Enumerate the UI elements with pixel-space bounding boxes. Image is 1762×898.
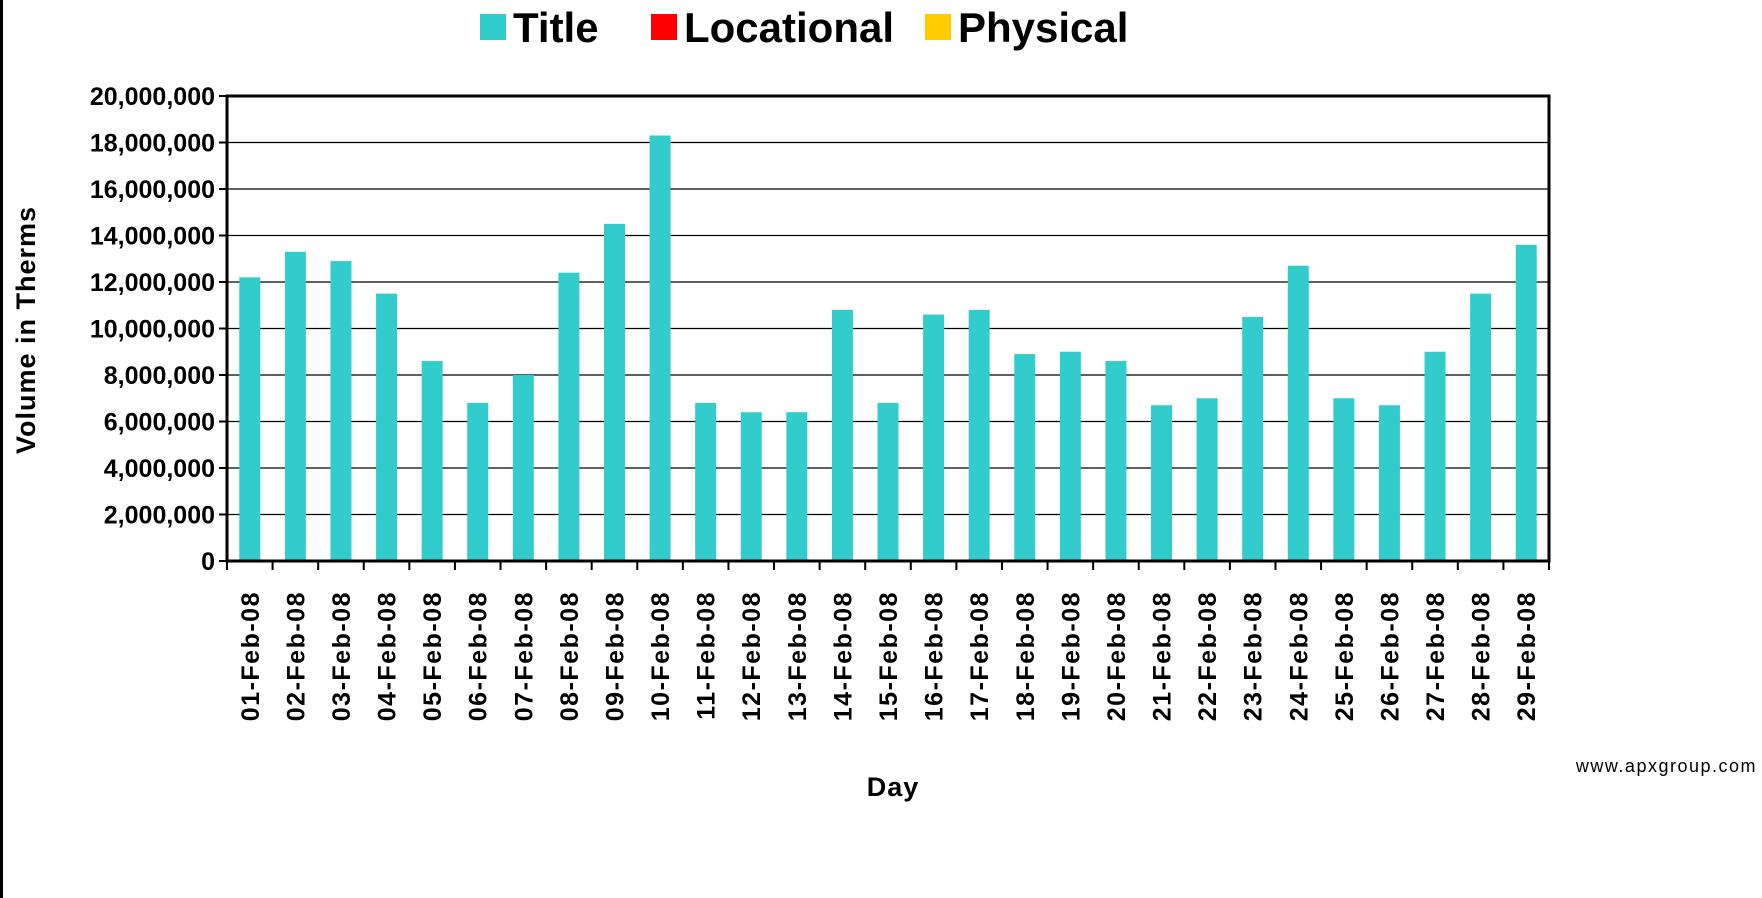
legend-label-title: Title xyxy=(513,4,599,51)
bar-14-Feb-08 xyxy=(831,309,853,561)
bar-08-Feb-08 xyxy=(558,272,580,561)
x-tick-label: 29-Feb-08 xyxy=(1513,591,1541,721)
bar-22-Feb-08 xyxy=(1196,398,1218,561)
bar-02-Feb-08 xyxy=(284,251,306,561)
bar-16-Feb-08 xyxy=(923,314,945,561)
legend-swatch-title xyxy=(480,14,506,40)
x-tick-label: 09-Feb-08 xyxy=(601,591,629,721)
bar-25-Feb-08 xyxy=(1333,398,1355,561)
x-tick-label: 06-Feb-08 xyxy=(465,591,493,721)
y-tick-label: 10,000,000 xyxy=(90,316,215,344)
y-tick-label: 8,000,000 xyxy=(104,362,215,390)
x-tick-label: 20-Feb-08 xyxy=(1103,591,1131,721)
x-tick-label: 03-Feb-08 xyxy=(328,591,356,721)
axes xyxy=(219,94,1551,570)
bar-23-Feb-08 xyxy=(1242,316,1264,561)
x-tick-label: 12-Feb-08 xyxy=(738,591,766,721)
y-tick-label: 2,000,000 xyxy=(104,502,215,530)
y-tick-label: 0 xyxy=(201,548,215,576)
x-tick-label: 25-Feb-08 xyxy=(1331,591,1359,721)
bar-09-Feb-08 xyxy=(603,223,625,561)
x-tick-label: 17-Feb-08 xyxy=(966,591,994,721)
bar-10-Feb-08 xyxy=(649,135,671,561)
y-tick-labels: 0 2,000,000 4,000,000 6,000,000 8,000,000 10,… xyxy=(90,83,215,576)
y-tick-label: 16,000,000 xyxy=(90,176,215,204)
x-tick-label: 14-Feb-08 xyxy=(829,591,857,721)
x-tick-label: 19-Feb-08 xyxy=(1057,591,1085,721)
legend-label-locational: Locational xyxy=(684,4,894,51)
x-tick-label: 02-Feb-08 xyxy=(282,591,310,721)
y-tick-label: 14,000,000 xyxy=(90,223,215,251)
x-tick-label: 23-Feb-08 xyxy=(1240,591,1268,721)
bar-15-Feb-08 xyxy=(877,402,899,561)
bar-28-Feb-08 xyxy=(1470,293,1492,561)
x-tick-label: 08-Feb-08 xyxy=(556,591,584,721)
bar-18-Feb-08 xyxy=(1014,354,1036,561)
bar-21-Feb-08 xyxy=(1151,405,1173,561)
x-tick-label: 22-Feb-08 xyxy=(1194,591,1222,721)
x-tick-label: 04-Feb-08 xyxy=(374,591,402,721)
y-tick-label: 4,000,000 xyxy=(104,455,215,483)
legend-label-physical: Physical xyxy=(958,4,1128,51)
bar-17-Feb-08 xyxy=(968,309,990,561)
x-tick-label: 21-Feb-08 xyxy=(1149,591,1177,721)
x-tick-label: 28-Feb-08 xyxy=(1468,591,1496,721)
bar-05-Feb-08 xyxy=(421,361,443,561)
bar-27-Feb-08 xyxy=(1424,351,1446,561)
bar-13-Feb-08 xyxy=(786,412,808,561)
x-tick-label: 05-Feb-08 xyxy=(419,591,447,721)
y-tick-label: 6,000,000 xyxy=(104,409,215,437)
bar-06-Feb-08 xyxy=(467,402,489,561)
bar-12-Feb-08 xyxy=(740,412,762,561)
x-tick-label: 07-Feb-08 xyxy=(510,591,538,721)
bar-20-Feb-08 xyxy=(1105,361,1127,561)
legend-swatch-locational xyxy=(651,14,677,40)
bar-03-Feb-08 xyxy=(330,261,352,561)
x-tick-label: 11-Feb-08 xyxy=(693,591,721,720)
x-tick-labels: 01-Feb-08 02-Feb-08 03-Feb-08 04-Feb-08 05-F… xyxy=(237,591,1541,721)
bar-29-Feb-08 xyxy=(1515,244,1537,562)
legend-swatch-physical xyxy=(925,14,951,40)
x-tick-label: 27-Feb-08 xyxy=(1422,591,1450,721)
bar-24-Feb-08 xyxy=(1287,265,1309,561)
x-tick-label: 24-Feb-08 xyxy=(1285,591,1313,721)
y-tick-label: 20,000,000 xyxy=(90,83,215,111)
legend: Title Locational Physical xyxy=(480,4,1128,51)
x-tick-label: 01-Feb-08 xyxy=(237,591,265,721)
x-tick-label: 16-Feb-08 xyxy=(921,591,949,721)
y-tick-label: 12,000,000 xyxy=(90,269,215,297)
bars xyxy=(239,135,1537,562)
plot-area-border xyxy=(225,94,1551,563)
x-tick-label: 15-Feb-08 xyxy=(875,591,903,721)
bar-07-Feb-08 xyxy=(512,375,534,561)
x-tick-label: 13-Feb-08 xyxy=(784,591,812,721)
bar-11-Feb-08 xyxy=(695,402,717,561)
x-tick-label: 26-Feb-08 xyxy=(1376,591,1404,721)
y-axis-title: Volume in Therms xyxy=(11,206,41,454)
bar-26-Feb-08 xyxy=(1378,405,1400,561)
bar-01-Feb-08 xyxy=(239,277,261,561)
x-tick-label: 10-Feb-08 xyxy=(647,591,675,721)
bar-19-Feb-08 xyxy=(1059,351,1081,561)
bar-04-Feb-08 xyxy=(376,293,398,561)
x-axis-title: Day xyxy=(867,772,920,802)
y-tick-label: 18,000,000 xyxy=(90,130,215,158)
watermark-text: www.apxgroup.com xyxy=(1575,756,1757,776)
x-tick-label: 18-Feb-08 xyxy=(1012,591,1040,721)
